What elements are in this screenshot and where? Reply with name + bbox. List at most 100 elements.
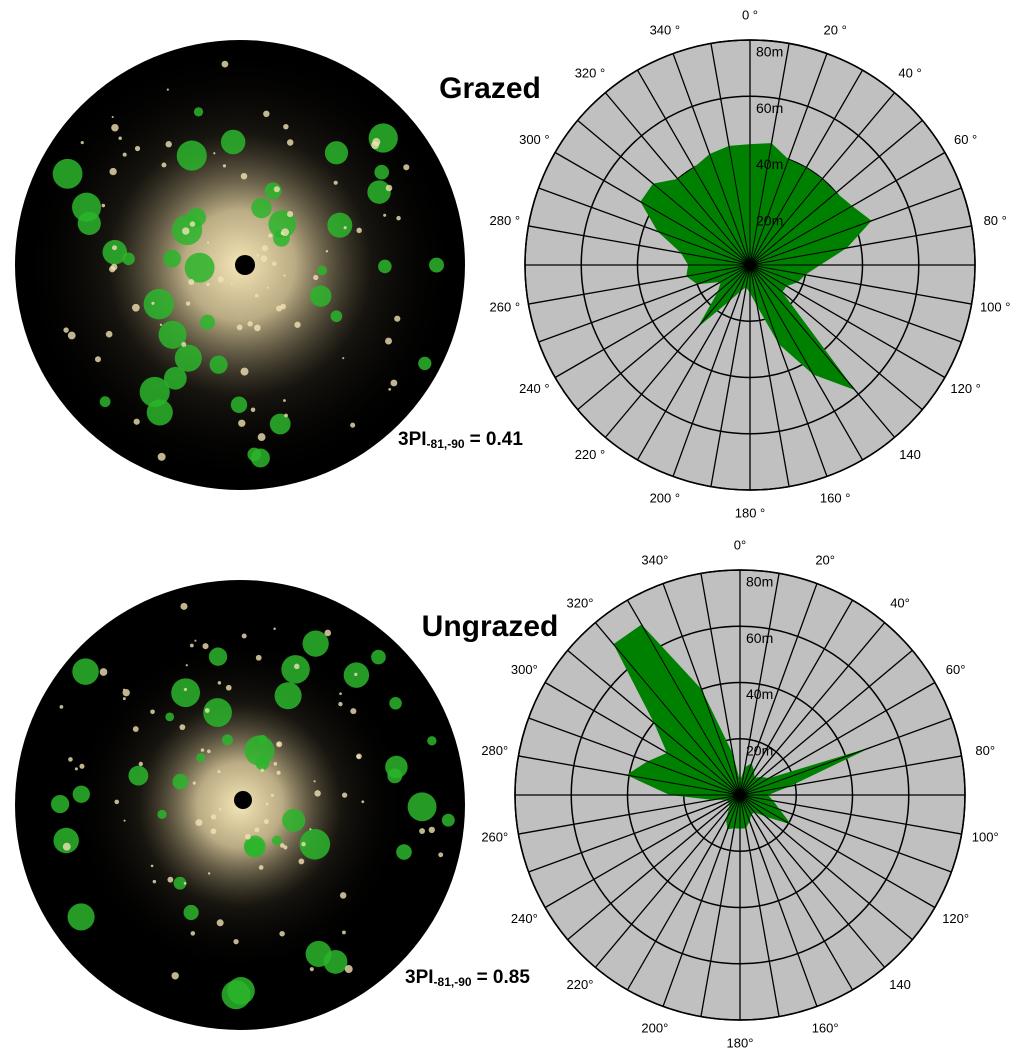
angle-tick-label: 20° [815,552,835,567]
sky-patch [350,422,356,428]
grid-spoke [544,794,741,909]
sky-patch [194,639,197,642]
data-area [613,624,873,830]
grid-spoke [594,794,741,968]
sky-patch [152,879,157,884]
spoke-over [739,777,770,796]
spoke-over [709,153,751,266]
spoke-over [749,205,853,266]
sky-patch [273,186,280,193]
canopy-patch [128,765,149,786]
canopy-patch [309,285,332,307]
canopy-patch [429,257,445,273]
sky-patch [273,627,276,630]
angle-tick-label: 160 ° [820,490,851,505]
spoke-over [697,264,751,328]
sky-patch [221,60,229,68]
sky-patch [350,708,357,715]
canopy-patch [193,107,204,117]
sky-patch [180,602,188,610]
spoke-over [749,178,823,266]
sky-patch [109,167,117,176]
sky-patch [258,865,264,870]
sky-patch [99,668,108,676]
sky-patch [80,140,84,145]
sky-patch [361,800,365,804]
canopy-patch [163,366,187,390]
sky-patch [388,387,392,391]
canopy-patch [281,655,310,684]
sky-patch [74,767,78,771]
sky-patch [253,324,261,332]
sky-patch [236,324,243,331]
angle-tick-label: 260° [481,830,508,845]
canopy-patch [139,376,170,408]
spoke-over [720,264,751,283]
sky-patch [195,819,203,827]
sky-patch [188,278,195,285]
spoke-over [739,794,792,825]
sky-patch [189,643,194,648]
sky-patch [79,763,85,769]
sky-patch [283,399,286,402]
grid-spoke [710,264,751,487]
spoke-over [739,776,762,796]
sky-patch [159,323,163,327]
spoke-over [749,167,807,266]
angle-tick-label: 0 ° [742,7,758,22]
sky-patch [356,227,362,234]
sky-patch [151,301,155,305]
sky-patch [279,930,285,937]
sky-patch [390,379,398,387]
spoke-over [749,192,837,266]
sky-patch [280,303,286,310]
sky-patch [339,692,342,696]
canopy-patch [257,734,268,745]
spoke-over [749,264,806,276]
sky-patch [354,672,358,677]
spoke-over [749,143,772,266]
sky-patch [383,213,387,217]
angle-tick-label: 80 ° [984,213,1007,228]
canopy-patch [272,835,282,846]
sky-patch [338,701,343,707]
spoke-over [749,264,856,391]
angle-tick-label: 200 ° [650,490,681,505]
spoke-over [701,689,741,796]
angle-tick-label: 300 ° [519,132,550,147]
canopy-patch [184,252,215,283]
angle-tick-label: 340° [641,552,668,567]
sky-patch [171,972,179,980]
spoke-over [739,794,747,829]
canopy-patch [172,773,189,790]
sky-patch [283,845,288,850]
sky-patch [255,654,262,661]
canopy-patch [102,239,128,265]
angle-tick-label: 80° [975,743,995,758]
spoke-over [680,252,751,266]
canopy-patch [251,197,272,219]
canopy-patch [72,785,90,803]
sky-patch [122,688,126,691]
sky-patch [190,931,196,936]
angle-tick-label: 60° [946,662,966,677]
index-subscript: -81,-90 [427,437,465,451]
canopy-patch [72,192,102,222]
sky-patch [225,684,232,691]
sky-patch [233,938,239,945]
canopy-patch [323,950,348,974]
sky-patch [157,452,166,461]
spoke-over [749,264,783,293]
sky-patch [101,203,106,208]
sky-patch [267,286,270,289]
sky-patch [111,245,118,251]
grid-spoke [554,264,751,379]
spoke-over [626,774,741,796]
canopy-patch [174,344,202,372]
canopy-patch [72,658,99,685]
sky-patch [132,726,139,732]
angle-tick-label: 300° [511,662,538,677]
canopy-patch [230,396,248,413]
angle-tick-label: 320° [567,596,594,611]
grid-spoke [739,794,780,1017]
